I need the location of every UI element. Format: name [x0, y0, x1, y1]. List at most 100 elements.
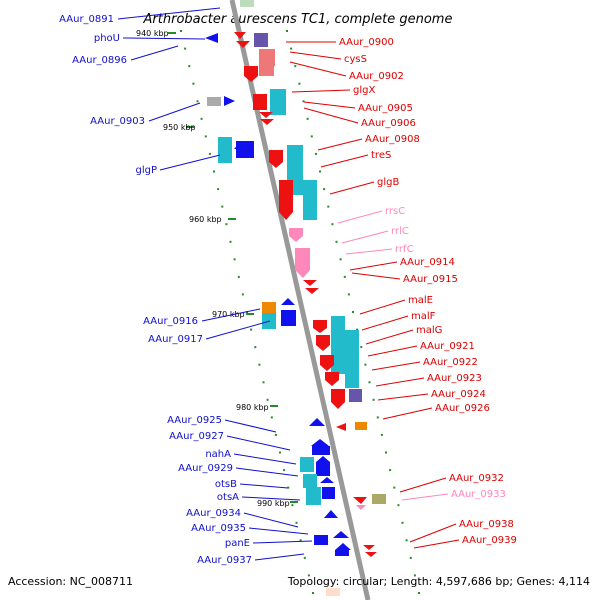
guide-dot	[323, 188, 326, 191]
leader-line	[345, 248, 393, 255]
guide-dot	[196, 100, 199, 103]
guide-dot	[310, 135, 313, 138]
guide-dot	[213, 170, 215, 173]
guide-dot	[393, 486, 396, 489]
guide-dot	[306, 117, 309, 120]
guide-dot	[312, 592, 314, 594]
gene-arrow	[363, 545, 375, 550]
gene-box	[281, 310, 296, 326]
gene-box	[253, 94, 267, 110]
gene-label: AAur_0938	[459, 519, 514, 530]
gene-arrow	[353, 497, 367, 504]
guide-dot	[319, 170, 321, 173]
gene-arrow	[244, 66, 258, 82]
leader-line	[159, 154, 221, 171]
guide-dot	[401, 521, 404, 524]
gene-label: rrlC	[391, 226, 409, 237]
leader-line	[382, 407, 433, 420]
plus-strand-genes	[234, 0, 386, 596]
tick-label: 960 kbp	[189, 215, 222, 224]
gene-label: phoU	[94, 33, 120, 44]
gene-label: AAur_0934	[186, 508, 241, 519]
gene-box	[335, 550, 349, 556]
guide-dot	[221, 205, 224, 208]
gene-box	[322, 487, 335, 499]
gene-box	[254, 33, 268, 47]
gene-box	[345, 330, 359, 388]
gene-arrow	[259, 112, 273, 118]
gene-box	[262, 302, 276, 313]
guide-dot	[217, 188, 220, 191]
leader-line	[289, 51, 342, 60]
guide-dot	[204, 135, 207, 138]
gene-label: AAur_0933	[451, 489, 506, 500]
gene-label: AAur_0905	[358, 103, 413, 114]
leader-line	[233, 453, 297, 465]
gene-arrow	[269, 150, 283, 168]
leader-line	[409, 523, 457, 543]
guide-dot	[368, 381, 371, 384]
leader-line	[130, 45, 179, 61]
gene-arrow	[305, 288, 319, 294]
leader-line	[248, 527, 309, 535]
tick-guides	[180, 30, 420, 594]
guide-dot	[307, 574, 310, 577]
leader-line	[367, 345, 418, 357]
gene-label: AAur_0925	[167, 415, 222, 426]
gene-arrow	[295, 248, 310, 278]
guide-dot	[295, 521, 298, 524]
gene-box	[306, 487, 321, 505]
gene-arrow	[303, 280, 317, 286]
guide-dot	[364, 363, 367, 366]
guide-dot	[299, 539, 302, 542]
gene-arrow	[281, 298, 295, 305]
guide-dot	[360, 346, 363, 349]
guide-dot	[270, 416, 273, 419]
gene-label: glgX	[353, 85, 375, 96]
leader-line	[235, 467, 299, 477]
gene-label: otsB	[215, 479, 237, 490]
gene-label: AAur_0914	[400, 257, 455, 268]
leader-line	[241, 496, 301, 501]
gene-arrow	[365, 552, 377, 557]
gene-box	[326, 588, 340, 596]
guide-dot	[302, 100, 305, 103]
guide-dot	[380, 433, 383, 436]
guide-dot	[188, 65, 191, 68]
guide-dot	[279, 451, 281, 454]
guide-dot	[274, 433, 277, 436]
gene-arrow	[324, 510, 338, 518]
gene-box	[355, 422, 367, 430]
gene-arrow	[224, 96, 235, 106]
gene-label: AAur_0908	[365, 134, 420, 145]
guide-dot	[314, 152, 317, 155]
guide-dot	[376, 416, 379, 419]
guide-dot	[352, 311, 354, 313]
topology-text: Topology: circular; Length: 4,597,686 bp…	[287, 575, 590, 588]
gene-label: cysS	[344, 54, 367, 65]
guide-dot	[347, 293, 350, 296]
gene-box	[316, 462, 330, 476]
gene-label: AAur_0915	[403, 274, 458, 285]
leader-line	[226, 435, 291, 451]
map-title: Arthrobacter aurescens TC1, complete gen…	[143, 12, 453, 27]
gene-arrow	[333, 531, 349, 538]
gene-box	[240, 0, 254, 7]
gene-arrow	[205, 33, 218, 43]
gene-arrow	[234, 32, 246, 39]
gene-label: otsA	[217, 492, 239, 503]
gene-label: AAur_0902	[349, 71, 404, 82]
guide-dot	[184, 47, 187, 50]
tick-label: 970 kbp	[212, 310, 245, 319]
gene-label: AAur_0922	[423, 357, 478, 368]
gene-box	[270, 89, 286, 115]
guide-dot	[286, 30, 288, 32]
gene-label: AAur_0935	[191, 523, 246, 534]
leader-line	[317, 138, 363, 151]
gene-box	[218, 137, 232, 163]
leader-line	[291, 89, 351, 93]
gene-box	[372, 494, 386, 504]
guide-dot	[290, 47, 293, 50]
guide-dot	[208, 152, 211, 155]
guide-dot	[389, 469, 392, 472]
